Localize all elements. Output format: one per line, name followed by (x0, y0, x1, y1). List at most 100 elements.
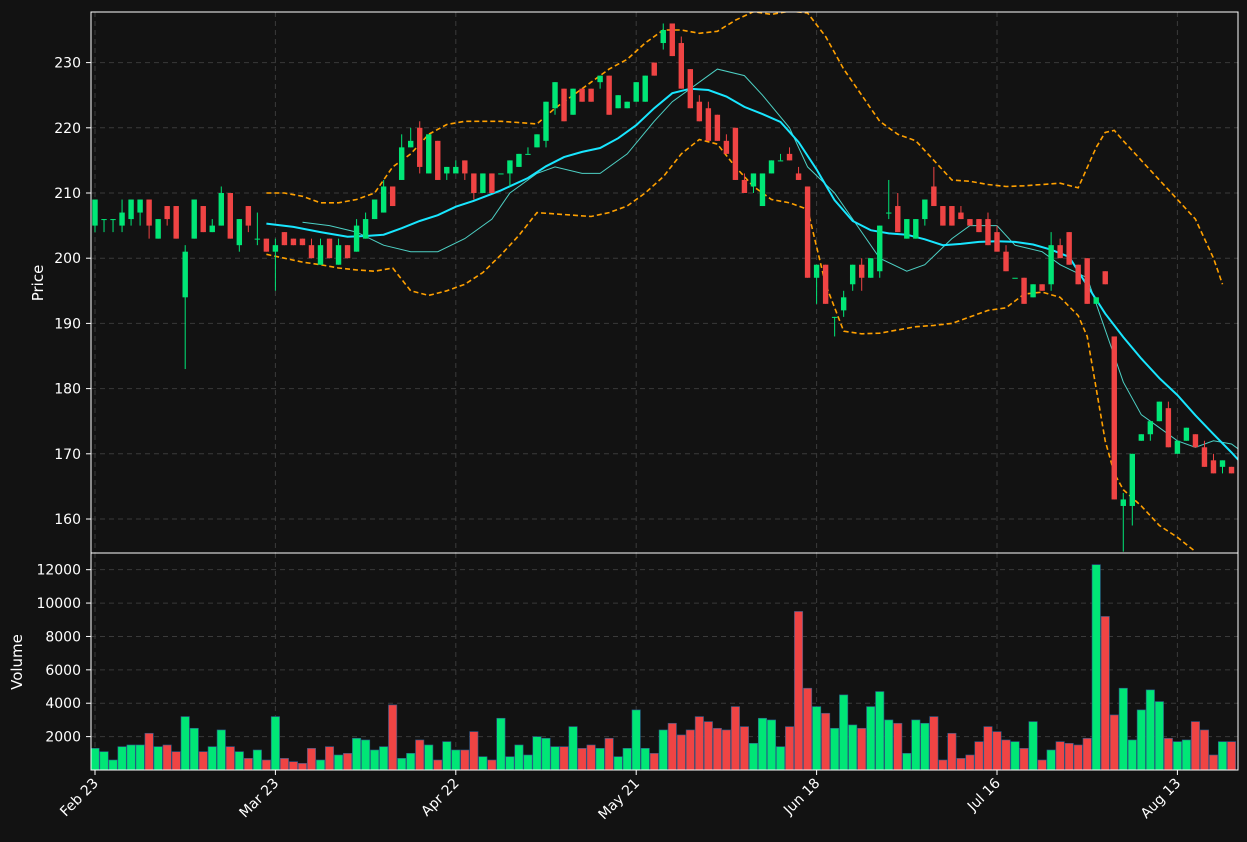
candle-body (471, 173, 477, 193)
volume-bar (1028, 721, 1038, 770)
candle-body (1156, 401, 1163, 422)
volume-bar (379, 746, 389, 770)
volume-bar (261, 759, 271, 770)
candle-body (444, 166, 450, 174)
candle-body (561, 88, 567, 122)
price-tick-label: 230 (54, 56, 81, 72)
volume-bar (532, 736, 542, 770)
volume-bar (1154, 701, 1164, 770)
volume-bar (577, 747, 587, 770)
volume-bar (397, 758, 407, 770)
volume-bar (487, 759, 497, 770)
date-tick-label: Jun 18 (780, 776, 823, 819)
volume-bar (667, 722, 677, 770)
volume-bar (938, 759, 948, 770)
candle-body (1192, 434, 1199, 448)
candle-body (732, 127, 739, 180)
candle-body (904, 219, 910, 239)
volume-panel-frame (90, 552, 1239, 771)
volume-bar (1145, 689, 1155, 770)
candle-body (994, 232, 1000, 252)
date-axis-ticks: Feb 23 Mar 23 Apr 22 May 21 Jun 18 Jul 16 Aug … (57, 770, 1184, 823)
candle-body (768, 160, 775, 174)
candle-body (489, 173, 495, 193)
volume-bar (99, 751, 109, 770)
candle-body (1237, 466, 1238, 474)
long-moving-average-line (266, 87, 1238, 462)
candle-body (200, 206, 206, 233)
volume-bar (1091, 564, 1101, 770)
candle-body (795, 173, 802, 180)
volume-bar (848, 724, 858, 770)
volume-bar (1055, 741, 1065, 770)
candle-body (146, 199, 152, 226)
volume-bar (153, 746, 163, 770)
candle-body (308, 245, 315, 259)
candle-body (462, 160, 468, 174)
volume-bar (1127, 739, 1137, 770)
volume-bar (929, 716, 939, 770)
price-axis-ticks: 160 170 180 190 200 210 220 230 (54, 56, 91, 528)
volume-bar (559, 746, 569, 770)
volume-bar (739, 726, 749, 770)
volume-bar (424, 744, 434, 770)
volume-bar (270, 716, 280, 770)
candle-body (895, 206, 901, 233)
volume-bar (343, 753, 353, 770)
volume-bar (920, 722, 930, 770)
volume-bar (1064, 742, 1074, 770)
candle-body (831, 316, 838, 318)
candle-body (840, 297, 847, 311)
volume-tick-label: 8000 (45, 629, 81, 645)
candle-body (209, 225, 215, 233)
date-tick-label: Aug 13 (1138, 776, 1184, 822)
candle-body (687, 69, 694, 109)
volume-bar (676, 734, 686, 770)
volume-bar (776, 746, 786, 770)
volume-bar (162, 744, 172, 770)
volume-bar (613, 756, 623, 770)
candle-body (317, 245, 324, 265)
candle-body (1084, 258, 1090, 304)
volume-bar (180, 716, 190, 770)
volume-bar (703, 721, 713, 770)
price-tick-label: 160 (54, 512, 81, 528)
volume-bar (189, 727, 199, 770)
candle-body (940, 206, 946, 226)
volume-tick-label: 4000 (45, 696, 81, 712)
candle-body (299, 238, 306, 246)
lower-band-line (266, 138, 1196, 553)
volume-bar (1190, 721, 1200, 770)
candle-body (1219, 460, 1226, 467)
volume-bar (586, 744, 596, 770)
candle-body (92, 199, 98, 226)
candle-body (886, 212, 892, 214)
volume-bar (135, 744, 145, 770)
volume-bar (117, 746, 127, 770)
candle-body (507, 160, 513, 174)
volume-bar (631, 709, 641, 770)
candle-body (1093, 297, 1099, 304)
volume-bar (568, 726, 578, 770)
candle-body (1066, 232, 1072, 265)
volume-bar (1163, 737, 1173, 770)
date-tick-label: Mar 23 (236, 776, 282, 822)
candle-body (408, 140, 414, 148)
volume-bar (541, 737, 551, 770)
candle-body (1228, 466, 1235, 474)
candle-body (480, 173, 486, 193)
candle-body (859, 264, 865, 278)
candle-body (1120, 499, 1126, 506)
volume-bar (288, 761, 298, 770)
price-gridlines (91, 12, 1238, 553)
price-tick-label: 190 (54, 316, 81, 332)
price-panel-frame (90, 11, 1239, 554)
volume-bar (315, 759, 325, 770)
volume-bar (866, 706, 876, 770)
volume-bar (794, 611, 804, 770)
volume-bar (252, 749, 262, 770)
candle-body (1210, 460, 1217, 474)
candle-body (786, 153, 793, 161)
volume-tick-label: 2000 (45, 730, 81, 746)
